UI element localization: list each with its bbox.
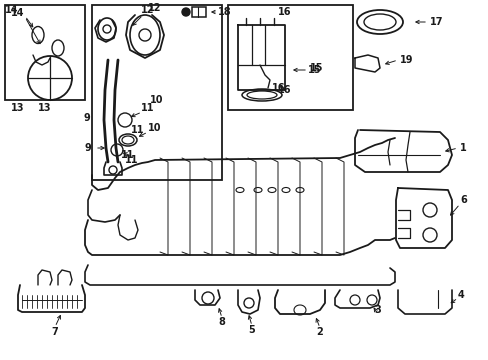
Text: 9: 9 [83,113,90,123]
Text: 16: 16 [278,85,291,95]
Text: 15: 15 [307,65,321,75]
Text: 12: 12 [141,5,154,15]
Text: 3: 3 [374,305,381,315]
Text: 19: 19 [399,55,413,65]
Text: 10: 10 [148,123,162,133]
Circle shape [182,8,190,16]
Text: 11: 11 [141,103,154,113]
Text: 8: 8 [218,317,225,327]
Text: 11: 11 [131,125,144,135]
Text: 4: 4 [457,290,464,300]
Text: 9: 9 [84,143,91,153]
Text: 2: 2 [316,327,323,337]
Text: 5: 5 [248,325,255,335]
Text: 13: 13 [11,103,25,113]
Bar [192,7,205,17]
Text: 18: 18 [218,7,231,17]
Text: 17: 17 [429,17,443,27]
Text: 7: 7 [52,327,58,337]
Text: 1: 1 [459,143,466,153]
Text: 13: 13 [38,103,52,113]
Text: 11: 11 [121,150,135,160]
Text: 6: 6 [459,195,466,205]
Text: 11: 11 [125,155,139,165]
Bar [92,5,222,180]
Text: 10: 10 [150,95,163,105]
Text: 14: 14 [11,8,25,18]
Text: 16: 16 [271,83,285,93]
Bar [5,5,85,100]
Text: 12: 12 [148,3,161,13]
Bar [227,5,352,110]
Text: 15: 15 [309,63,323,73]
Text: 16: 16 [278,7,291,17]
Text: 14: 14 [5,5,19,15]
